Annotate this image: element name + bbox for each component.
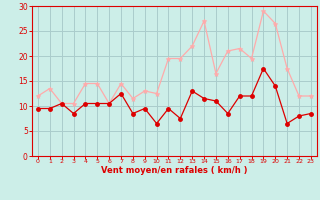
X-axis label: Vent moyen/en rafales ( km/h ): Vent moyen/en rafales ( km/h ) bbox=[101, 166, 248, 175]
